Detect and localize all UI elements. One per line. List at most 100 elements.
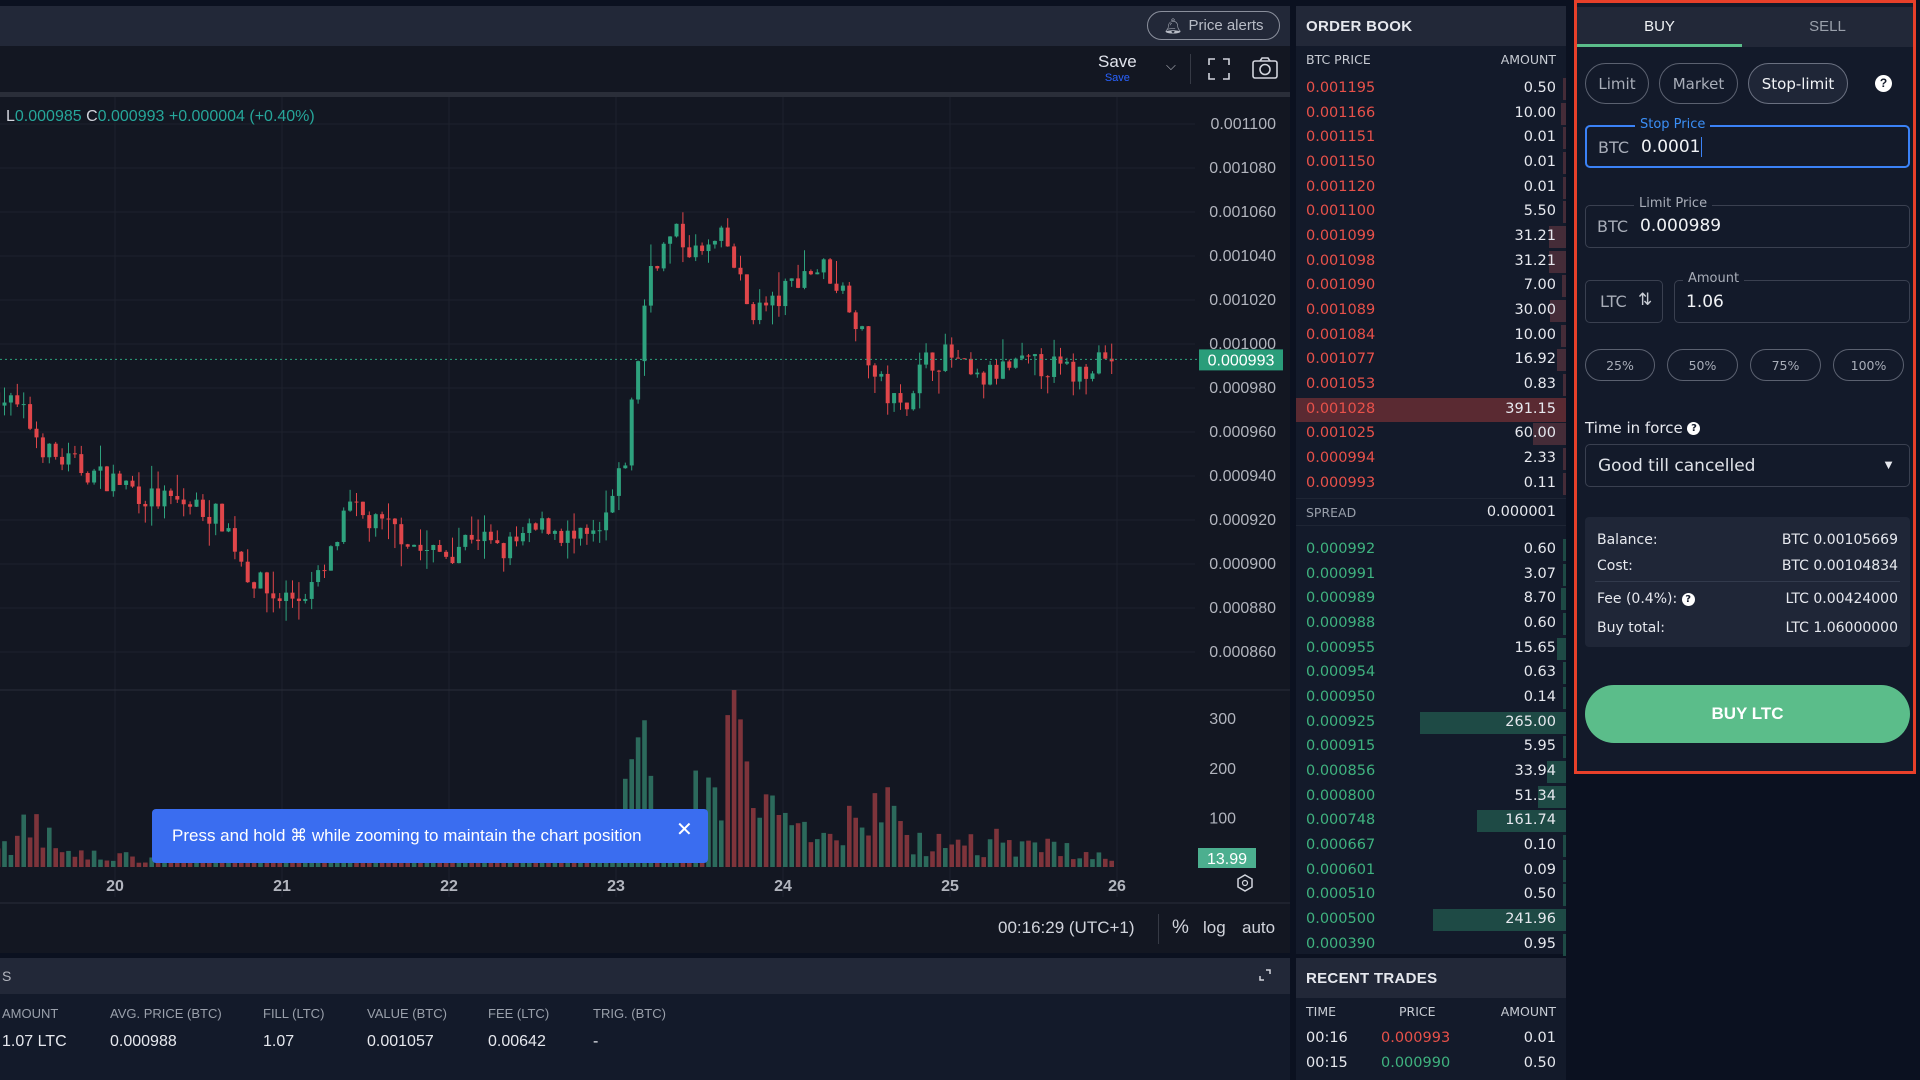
candle-body [130, 480, 135, 487]
help-icon[interactable]: ? [1681, 592, 1695, 606]
volume-bar [981, 857, 986, 867]
candle-body [207, 516, 212, 524]
order-book-row[interactable]: 0.000601 0.09 [1296, 859, 1566, 883]
order-book-row[interactable]: 0.001025 60.00 [1296, 422, 1566, 446]
volume-bar [859, 827, 865, 867]
order-book-row[interactable]: 0.001090 7.00 [1296, 274, 1566, 298]
order-book-row[interactable]: 0.001053 0.83 [1296, 373, 1566, 397]
help-icon[interactable]: ? [1687, 422, 1701, 435]
order-book-row[interactable]: 0.001084 10.00 [1296, 324, 1566, 348]
order-amount: 30.00 [1514, 301, 1556, 318]
candle-body [1064, 361, 1069, 364]
order-book-row[interactable]: 0.000988 0.60 [1296, 612, 1566, 636]
depth-bar [1563, 933, 1566, 956]
order-book-row[interactable]: 0.000991 3.07 [1296, 563, 1566, 587]
camera-icon[interactable] [1252, 57, 1278, 79]
candle-body [1058, 356, 1063, 364]
save-button[interactable]: Save Save [1098, 52, 1137, 84]
order-type-limit[interactable]: Limit [1585, 63, 1649, 104]
order-book-row[interactable]: 0.000856 33.94 [1296, 760, 1566, 784]
date-tick-label: 26 [1108, 878, 1126, 895]
auto-scale-toggle[interactable]: auto [1242, 918, 1276, 937]
log-scale-toggle[interactable]: log [1203, 918, 1226, 937]
percent-50-button[interactable]: 50% [1667, 349, 1738, 381]
order-book-row[interactable]: 0.001150 0.01 [1296, 151, 1566, 175]
price-tick-label: 0.000940 [1209, 468, 1276, 485]
order-book-row[interactable]: 0.000390 0.95 [1296, 933, 1566, 957]
order-book-row[interactable]: 0.000994 2.33 [1296, 447, 1566, 471]
order-amount: 0.10 [1523, 836, 1556, 853]
limit-price-input[interactable]: Limit Price BTC 0.000989 [1585, 196, 1910, 248]
volume-tick-label: 200 [1209, 761, 1236, 778]
order-price: 0.000988 [1306, 614, 1376, 631]
order-book-row[interactable]: 0.000950 0.14 [1296, 686, 1566, 710]
order-book-row[interactable]: 0.000925 265.00 [1296, 711, 1566, 735]
volume-bar [776, 814, 782, 867]
percent-100-button[interactable]: 100% [1833, 349, 1904, 381]
order-price: 0.000856 [1306, 762, 1376, 779]
order-book-row[interactable]: 0.000989 8.70 [1296, 587, 1566, 611]
volume-bar [757, 817, 762, 867]
order-book-row[interactable]: 0.001151 0.01 [1296, 126, 1566, 150]
percent-75-button[interactable]: 75% [1750, 349, 1821, 381]
axis-settings-icon[interactable] [1237, 874, 1253, 892]
candle-body [232, 528, 237, 552]
candle-body [450, 556, 455, 564]
order-book-row[interactable]: 0.000915 5.95 [1296, 735, 1566, 759]
order-book-row[interactable]: 0.000748 161.74 [1296, 809, 1566, 833]
order-book-row[interactable]: 0.001028 391.15 [1296, 397, 1566, 422]
chevron-down-icon[interactable]: ⌵ [1166, 58, 1176, 73]
price-tick-label: 0.000860 [1209, 644, 1276, 661]
price-column-header: BTC PRICE [1306, 52, 1371, 67]
order-amount: 0.95 [1523, 935, 1556, 952]
orders-cell: 1.07 [263, 1033, 295, 1050]
order-book-row[interactable]: 0.001098 31.21 [1296, 250, 1566, 274]
percent-scale-toggle[interactable]: % [1172, 917, 1189, 938]
order-price: 0.001150 [1306, 153, 1376, 170]
order-book-row[interactable]: 0.000992 0.60 [1296, 538, 1566, 562]
amount-currency-toggle[interactable]: LTC ⇅ [1585, 280, 1663, 323]
candle-body [405, 544, 410, 547]
expand-icon[interactable] [1259, 969, 1271, 981]
order-type-stop-limit[interactable]: Stop-limit [1748, 63, 1848, 104]
order-book-row[interactable]: 0.000993 0.11 [1296, 472, 1566, 496]
fullscreen-icon[interactable] [1208, 58, 1230, 80]
order-book-row[interactable]: 0.001120 0.01 [1296, 176, 1566, 200]
order-book-row[interactable]: 0.000955 15.65 [1296, 637, 1566, 661]
candle-body [1096, 352, 1101, 374]
candle-body [252, 582, 257, 589]
date-tick-label: 20 [106, 878, 124, 895]
order-type-market[interactable]: Market [1659, 63, 1738, 104]
tab-sell[interactable]: SELL [1742, 7, 1913, 47]
volume-bar [936, 833, 942, 867]
order-amount: 16.92 [1514, 351, 1556, 368]
order-book-row[interactable]: 0.000510 0.50 [1296, 883, 1566, 907]
tab-buy[interactable]: BUY [1577, 7, 1742, 47]
order-book-row[interactable]: 0.001099 31.21 [1296, 225, 1566, 249]
order-book-row[interactable]: 0.000667 0.10 [1296, 834, 1566, 858]
volume-bar [1058, 856, 1063, 867]
buy-ltc-button[interactable]: BUY LTC [1585, 685, 1910, 743]
order-book-row[interactable]: 0.000800 51.34 [1296, 785, 1566, 809]
candle-body [188, 504, 193, 507]
help-icon[interactable]: ? [1875, 75, 1892, 93]
stop-price-input[interactable]: Stop Price BTC 0.0001 [1585, 117, 1910, 168]
time-in-force-select[interactable]: Good till cancelled ▼ [1585, 444, 1910, 487]
order-book-row[interactable]: 0.000500 241.96 [1296, 908, 1566, 932]
orders-cell: - [593, 1033, 599, 1050]
order-book-row[interactable]: 0.001077 16.92 [1296, 348, 1566, 372]
percent-25-button[interactable]: 25% [1585, 349, 1655, 381]
order-book-row[interactable]: 0.001089 30.00 [1296, 299, 1566, 323]
order-book-row[interactable]: 0.001166 10.00 [1296, 102, 1566, 126]
order-book-row[interactable]: 0.001100 5.50 [1296, 200, 1566, 224]
depth-bar [1563, 176, 1566, 199]
order-book-row[interactable]: 0.000954 0.63 [1296, 661, 1566, 685]
candle-body [476, 539, 481, 542]
amount-input[interactable]: Amount 1.06 [1674, 271, 1910, 323]
close-icon[interactable]: ✕ [676, 819, 693, 841]
order-book-row[interactable]: 0.001195 0.50 [1296, 77, 1566, 101]
price-alerts-button[interactable]: 🔔︎ Price alerts [1147, 11, 1280, 40]
candle-body [258, 572, 263, 589]
depth-bar [1563, 563, 1566, 586]
depth-bar [1548, 225, 1566, 248]
